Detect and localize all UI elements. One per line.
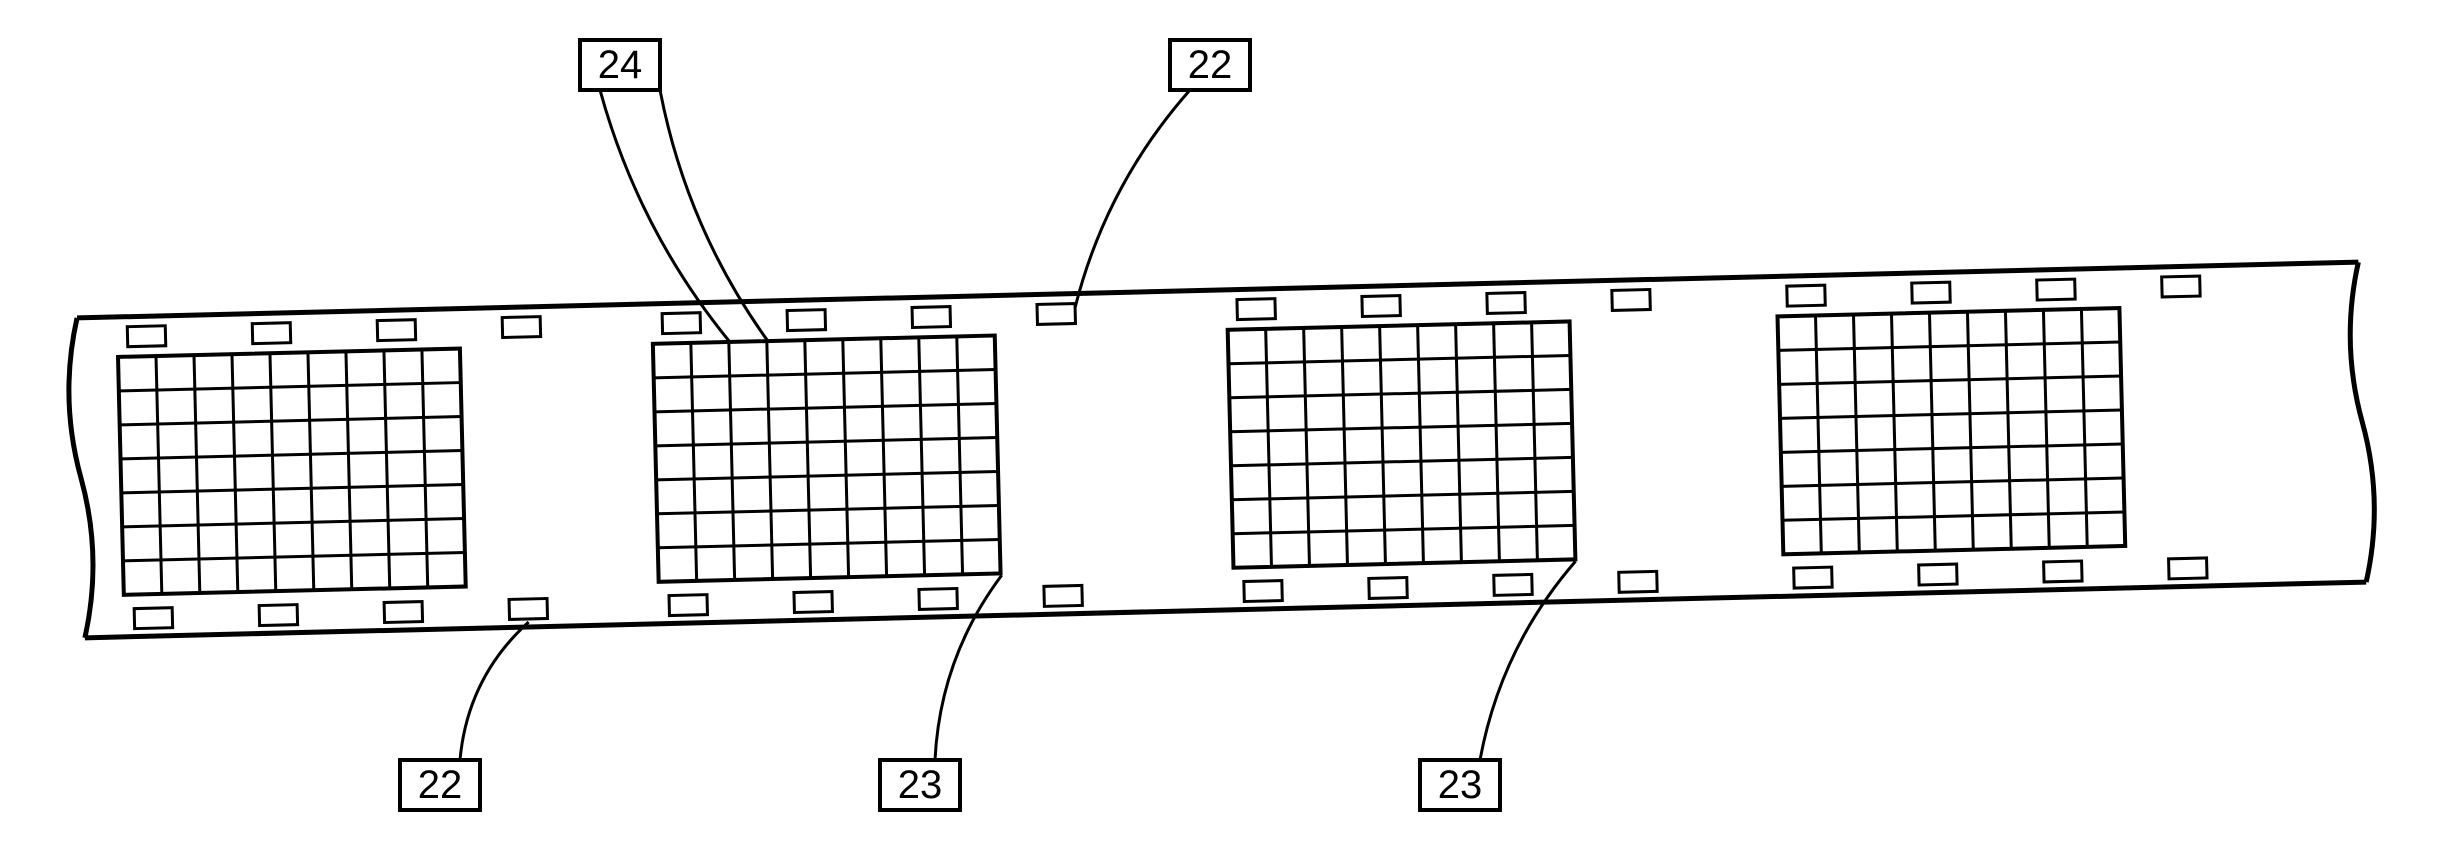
sprocket-hole-bot-6 <box>919 589 957 610</box>
sprocket-hole-top-7 <box>1037 304 1075 325</box>
sprocket-hole-bot-5 <box>794 592 832 613</box>
callout-label-4: 23 <box>1438 763 1483 807</box>
strip-bottom-edge <box>85 582 2366 638</box>
sprocket-hole-top-15 <box>2162 276 2200 297</box>
diagram-canvas: 24 22 22 23 23 <box>0 0 2443 850</box>
sprocket-hole-bot-7 <box>1044 585 1082 606</box>
sprocket-hole-top-12 <box>1787 285 1825 306</box>
grid-block-0 <box>118 349 466 595</box>
sprocket-hole-top-0 <box>127 326 165 347</box>
sprocket-hole-top-13 <box>1912 282 1950 303</box>
callout-leader-2-0 <box>460 622 529 760</box>
sprocket-hole-bot-12 <box>1794 567 1832 588</box>
sprocket-hole-bot-3 <box>509 599 547 620</box>
sprocket-hole-bot-2 <box>384 602 422 623</box>
sprocket-hole-top-9 <box>1362 296 1400 317</box>
sprocket-hole-bot-0 <box>134 608 172 629</box>
sprocket-hole-bot-1 <box>259 605 297 626</box>
grid-block-2 <box>1228 321 1576 567</box>
sprocket-hole-bot-15 <box>2169 558 2207 579</box>
callout-label-0: 24 <box>598 43 643 87</box>
callout-label-1: 22 <box>1188 43 1233 87</box>
sprocket-hole-bot-10 <box>1494 574 1532 595</box>
sprocket-hole-top-5 <box>787 310 825 331</box>
sprocket-hole-bot-13 <box>1919 564 1957 585</box>
strip-group <box>67 262 2376 638</box>
sprocket-hole-top-8 <box>1237 299 1275 320</box>
sprocket-hole-top-6 <box>912 307 950 328</box>
sprocket-hole-top-11 <box>1612 289 1650 310</box>
callout-leader-1-0 <box>1075 90 1190 308</box>
strip-left-break <box>67 318 95 638</box>
sprocket-hole-bot-8 <box>1244 581 1282 602</box>
callout-label-2: 22 <box>418 763 463 807</box>
sprocket-hole-bot-14 <box>2044 561 2082 582</box>
sprocket-hole-bot-9 <box>1369 578 1407 599</box>
grid-block-3 <box>1778 308 2126 554</box>
sprocket-hole-top-4 <box>662 313 700 334</box>
callout-leader-3-0 <box>935 575 1002 760</box>
callout-label-3: 23 <box>898 763 943 807</box>
sprocket-hole-top-2 <box>377 320 415 341</box>
sprocket-hole-bot-11 <box>1619 571 1657 592</box>
sprocket-hole-top-14 <box>2037 279 2075 300</box>
strip-right-break <box>2348 262 2376 582</box>
sprocket-hole-top-3 <box>502 317 540 338</box>
sprocket-hole-top-1 <box>252 323 290 344</box>
sprocket-hole-bot-4 <box>669 595 707 616</box>
grid-block-1 <box>653 336 1001 582</box>
sprocket-hole-top-10 <box>1487 293 1525 314</box>
